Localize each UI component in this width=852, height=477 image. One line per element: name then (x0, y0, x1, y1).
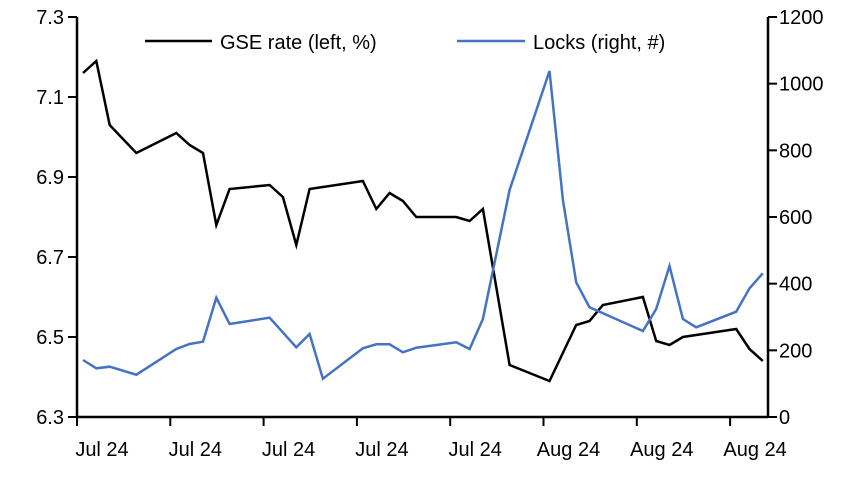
right-axis-tick-label: 1000 (779, 74, 824, 96)
axes: 6.3 6.5 6.7 6.9 7.1 7.3 0 200 400 600 800 1000 1200 J… (36, 7, 823, 461)
right-axis-tick-label: 1200 (779, 7, 824, 29)
x-axis-tick-label: Jul 24 (262, 439, 315, 461)
x-axis-tick-label: Jul 24 (169, 439, 222, 461)
left-axis-tick-label: 6.7 (36, 247, 64, 269)
x-axis-tick-label: Jul 24 (449, 439, 502, 461)
locks-line (82, 70, 764, 381)
x-axis-tick-label: Aug 24 (537, 439, 600, 461)
right-axis-tick-label: 200 (779, 340, 812, 362)
right-axis-tick-label: 600 (779, 207, 812, 229)
x-axis-tick-label: Jul 24 (355, 439, 408, 461)
left-axis-tick-label: 7.1 (36, 87, 64, 109)
series-lines (82, 58, 764, 383)
legend: GSE rate (left, %) Locks (right, #) (145, 32, 665, 54)
right-axis-tick-label: 800 (779, 140, 812, 162)
right-axis-tick-label: 0 (779, 407, 790, 429)
left-axis-tick-label: 6.5 (36, 327, 64, 349)
left-axis-tick-label: 6.9 (36, 167, 64, 189)
right-axis-tick-label: 400 (779, 274, 812, 296)
gse-rate-line (82, 58, 764, 383)
x-axis-tick-label: Aug 24 (723, 439, 786, 461)
x-axis-tick-label: Jul 24 (75, 439, 128, 461)
left-axis-tick-label: 7.3 (36, 7, 64, 29)
legend-label-locks: Locks (right, #) (533, 32, 665, 54)
x-axis-tick-label: Aug 24 (630, 439, 693, 461)
left-axis-tick-label: 6.3 (36, 407, 64, 429)
legend-label-gse-rate: GSE rate (left, %) (220, 32, 377, 54)
